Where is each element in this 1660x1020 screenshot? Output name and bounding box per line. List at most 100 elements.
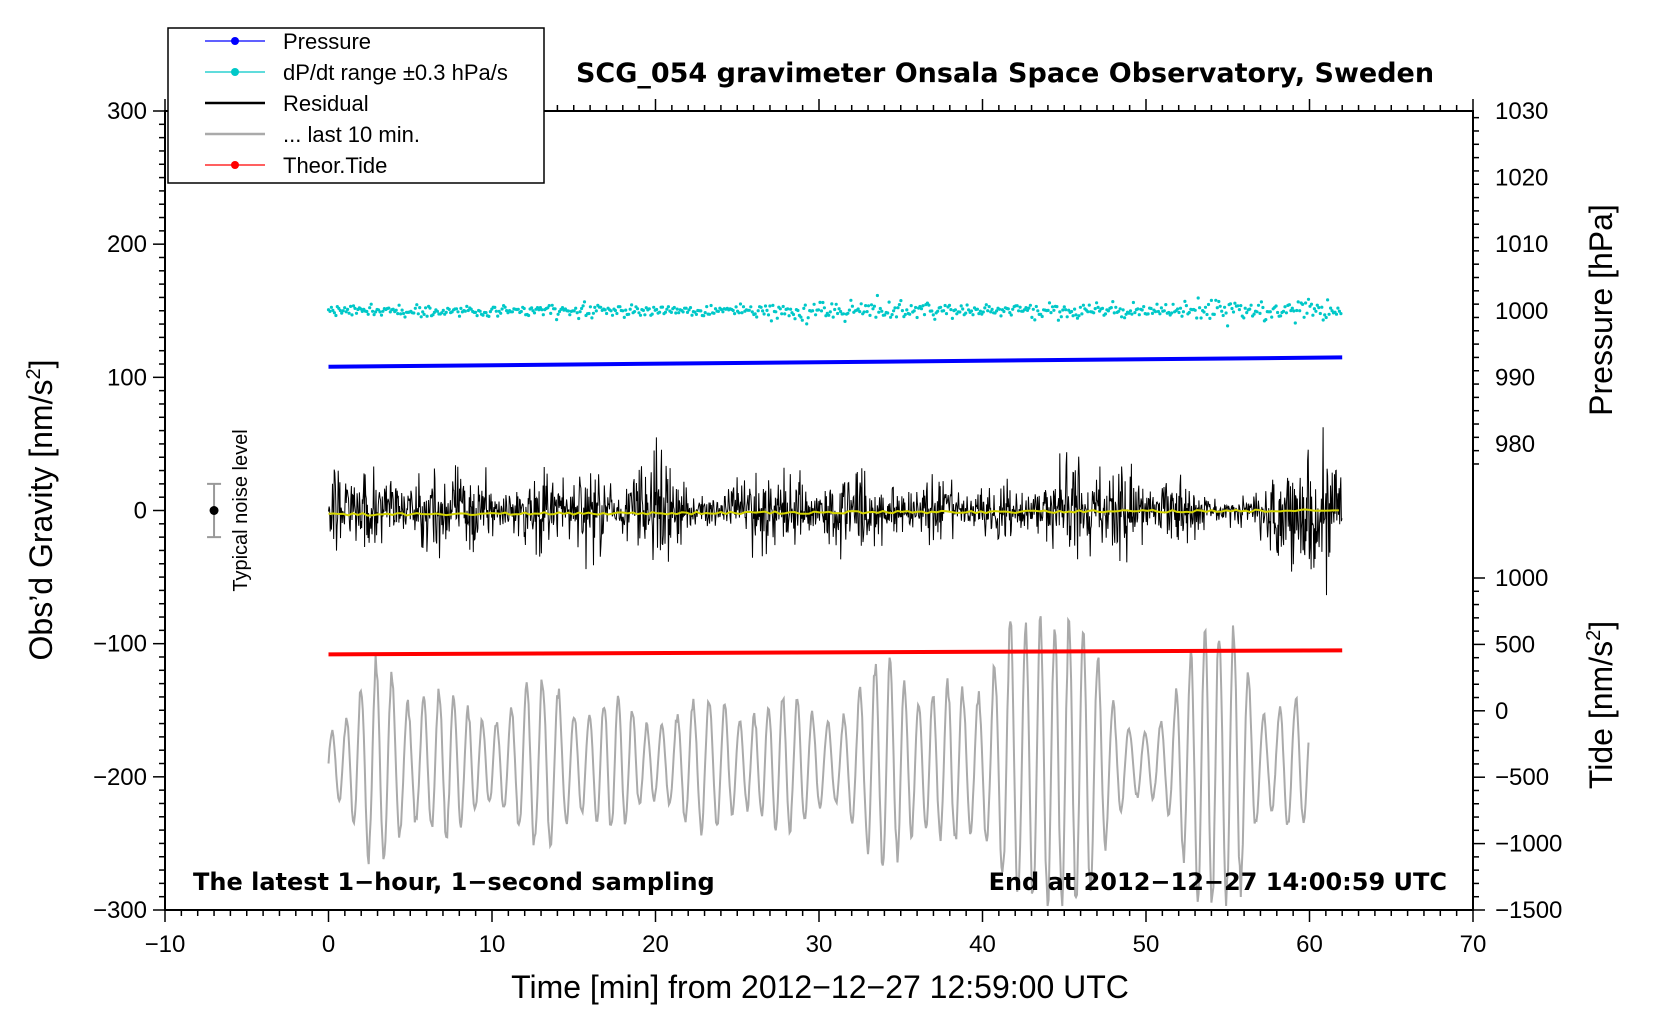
series-theor-tide-line bbox=[328, 648, 1343, 657]
dpdt-point bbox=[432, 310, 436, 314]
dpdt-point bbox=[660, 305, 665, 309]
dpdt-point bbox=[749, 305, 753, 309]
dpdt-point bbox=[944, 312, 949, 316]
dpdt-point bbox=[643, 313, 647, 317]
dpdt-point bbox=[421, 310, 425, 314]
y-axis-tide-title: Tide [nm/s2] bbox=[1583, 621, 1619, 789]
dpdt-point bbox=[1318, 311, 1322, 316]
dpdt-point bbox=[1056, 318, 1060, 322]
dpdt-point bbox=[609, 309, 613, 313]
dpdt-point bbox=[997, 307, 1002, 311]
dpdt-point bbox=[909, 304, 913, 308]
dpdt-point bbox=[627, 312, 631, 316]
dpdt-point bbox=[1120, 315, 1124, 319]
dpdt-point bbox=[621, 309, 625, 313]
dpdt-point bbox=[1136, 307, 1140, 311]
dpdt-point bbox=[341, 309, 345, 313]
dpdt-point bbox=[1118, 307, 1122, 311]
dpdt-point bbox=[1077, 314, 1081, 318]
dpdt-point bbox=[1231, 310, 1236, 314]
dpdt-point bbox=[1217, 299, 1221, 304]
dpdt-point bbox=[890, 313, 894, 317]
dpdt-point bbox=[400, 308, 404, 312]
dpdt-point bbox=[927, 303, 931, 307]
dpdt-point bbox=[1206, 302, 1211, 307]
dpdt-point bbox=[721, 310, 725, 314]
dpdt-point bbox=[510, 310, 514, 314]
dpdt-point bbox=[459, 306, 463, 310]
dpdt-point bbox=[1228, 302, 1233, 306]
dpdt-point bbox=[1255, 310, 1259, 314]
dpdt-point bbox=[850, 304, 855, 308]
dpdt-point bbox=[1274, 304, 1278, 308]
dpdt-point bbox=[368, 306, 372, 310]
dpdt-point bbox=[1052, 308, 1056, 312]
dpdt-point bbox=[1059, 315, 1063, 319]
dpdt-point bbox=[936, 309, 940, 313]
dpdt-point bbox=[780, 312, 784, 316]
dpdt-point bbox=[605, 311, 609, 316]
dpdt-point bbox=[1018, 305, 1022, 309]
dpdt-point bbox=[846, 311, 850, 315]
dpdt-point bbox=[812, 302, 816, 306]
dpdt-point bbox=[849, 298, 853, 302]
dpdt-point bbox=[329, 305, 333, 309]
dpdt-point bbox=[837, 307, 841, 311]
dpdt-point bbox=[759, 305, 763, 309]
dpdt-point bbox=[814, 313, 818, 317]
dpdt-point bbox=[978, 309, 983, 313]
dpdt-point bbox=[1028, 303, 1032, 307]
dpdt-point bbox=[1283, 305, 1287, 309]
dpdt-point bbox=[422, 312, 426, 316]
dpdt-point bbox=[641, 308, 646, 312]
dpdt-point bbox=[331, 308, 335, 312]
dpdt-point bbox=[593, 305, 597, 309]
dpdt-point bbox=[1187, 310, 1191, 315]
dpdt-point bbox=[457, 314, 462, 318]
dpdt-point bbox=[755, 315, 759, 319]
dpdt-point bbox=[1298, 309, 1302, 313]
dpdt-point bbox=[953, 308, 958, 312]
dpdt-point bbox=[958, 310, 962, 314]
dpdt-point bbox=[947, 303, 952, 307]
dpdt-point bbox=[1140, 308, 1144, 312]
dpdt-point bbox=[1183, 299, 1187, 303]
dpdt-point bbox=[1237, 308, 1241, 312]
dpdt-point bbox=[822, 306, 827, 310]
dpdt-point bbox=[1181, 310, 1185, 314]
dpdt-point bbox=[658, 310, 662, 314]
tide-title-end: ] bbox=[1583, 621, 1619, 630]
dpdt-point bbox=[444, 310, 448, 314]
dpdt-point bbox=[1270, 315, 1274, 319]
dpdt-point bbox=[553, 307, 557, 311]
dpdt-point bbox=[1281, 309, 1286, 313]
dpdt-point bbox=[1109, 306, 1113, 310]
dpdt-point bbox=[1279, 314, 1283, 318]
dpdt-point bbox=[1249, 303, 1253, 307]
dpdt-point bbox=[447, 307, 451, 311]
dpdt-point bbox=[719, 307, 724, 312]
x-axis-title: Time [min] from 2012−12−27 12:59:00 UTC bbox=[511, 969, 1129, 1005]
dpdt-point bbox=[1184, 304, 1188, 308]
dpdt-point bbox=[1008, 311, 1012, 315]
dpdt-point bbox=[1315, 303, 1319, 307]
dpdt-point bbox=[419, 315, 423, 319]
noise-center-dot bbox=[209, 506, 219, 515]
dpdt-point bbox=[841, 312, 846, 316]
dpdt-point bbox=[768, 304, 772, 308]
dpdt-point bbox=[487, 314, 491, 318]
x-tick-label: 70 bbox=[1460, 931, 1487, 958]
y-left-tick-label: −200 bbox=[93, 764, 147, 791]
dpdt-point bbox=[618, 305, 622, 309]
dpdt-point bbox=[1033, 318, 1037, 322]
dpdt-point bbox=[912, 309, 916, 313]
dpdt-point bbox=[1245, 311, 1249, 315]
dpdt-point bbox=[463, 309, 467, 313]
annotation-sampling: The latest 1−hour, 1−second sampling bbox=[193, 868, 715, 896]
legend-box bbox=[167, 27, 545, 184]
y-axis-pressure-title: Pressure [hPa] bbox=[1583, 204, 1619, 416]
y-left-tick-label: 200 bbox=[107, 231, 147, 258]
dpdt-point bbox=[1073, 307, 1077, 311]
dpdt-point bbox=[530, 306, 534, 310]
y-axis-left: −300 −200 −100 0 100 200 300 bbox=[93, 98, 165, 924]
